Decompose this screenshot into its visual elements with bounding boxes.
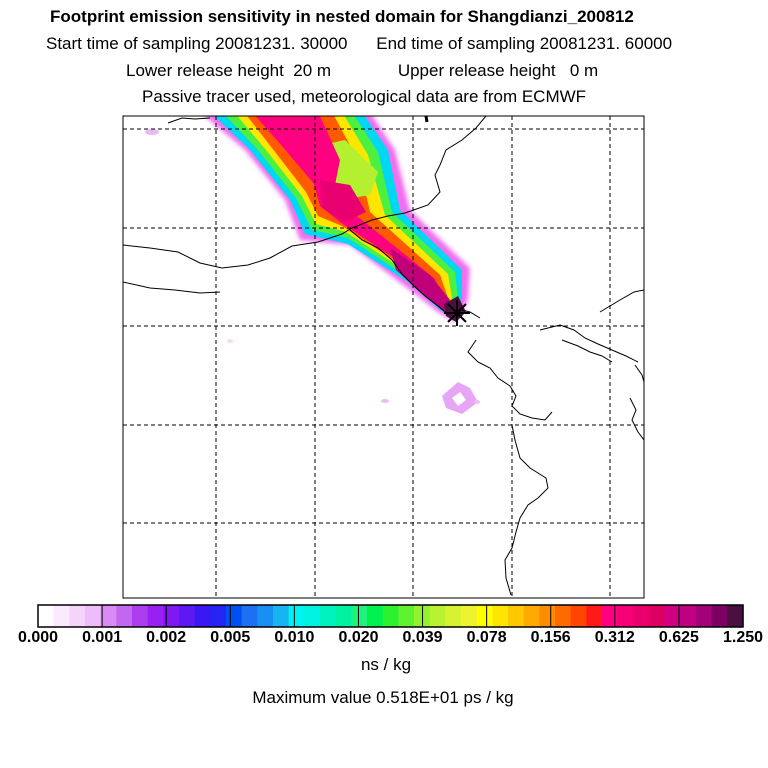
colorbar-swatch bbox=[304, 605, 321, 627]
colorbar-tick-label: 0.001 bbox=[82, 629, 123, 646]
colorbar-swatch bbox=[85, 605, 102, 627]
plot-subtitle: Passive tracer used, meteorological data… bbox=[142, 87, 587, 106]
colorbar-swatch bbox=[445, 605, 462, 627]
coastlines bbox=[123, 116, 644, 596]
colorbar-swatch bbox=[476, 605, 493, 627]
colorbar-swatch bbox=[633, 605, 650, 627]
colorbar-swatch bbox=[38, 605, 55, 627]
colorbar-tick-label: 0.010 bbox=[274, 629, 315, 646]
colorbar-swatch bbox=[508, 605, 525, 627]
colorbar-swatch bbox=[351, 605, 368, 627]
colorbar-swatch bbox=[398, 605, 415, 627]
colorbar-swatch bbox=[367, 605, 384, 627]
colorbar-swatch bbox=[617, 605, 634, 627]
colorbar-swatch bbox=[696, 605, 713, 627]
colorbar-swatch bbox=[320, 605, 337, 627]
colorbar-swatch bbox=[194, 605, 211, 627]
release-point-marker bbox=[444, 300, 470, 326]
colorbar-swatch bbox=[241, 605, 258, 627]
colorbar-swatch bbox=[210, 605, 227, 627]
colorbar-ticks bbox=[101, 605, 680, 627]
end-label: End time of sampling bbox=[376, 34, 535, 53]
colorbar-swatch bbox=[132, 605, 149, 627]
release-heights: Lower release height 20 m Upper release … bbox=[126, 61, 598, 81]
plot-title: Footprint emission sensitivity in nested… bbox=[50, 7, 634, 26]
colorbar-swatch bbox=[461, 605, 478, 627]
colorbar-tick-label: 0.000 bbox=[17, 629, 59, 646]
colorbar-swatch bbox=[100, 605, 117, 627]
colorbar-tick-label: 0.312 bbox=[594, 629, 635, 646]
colorbar-swatch bbox=[273, 605, 290, 627]
colorbar-swatch bbox=[429, 605, 446, 627]
colorbar-swatch bbox=[680, 605, 697, 627]
colorbar-tick-label: 1.250 bbox=[722, 629, 764, 646]
colorbar-swatch bbox=[711, 605, 728, 627]
end-value: 20081231. 60000 bbox=[539, 34, 673, 53]
colorbar-tick-label: 0.625 bbox=[658, 629, 699, 646]
lower-label: Lower release height bbox=[126, 61, 284, 80]
colorbar-tick-label: 0.002 bbox=[146, 629, 187, 646]
colorbar-frame bbox=[37, 604, 744, 628]
colorbar-swatch bbox=[555, 605, 572, 627]
colorbar-swatch bbox=[649, 605, 666, 627]
colorbar-swatch bbox=[664, 605, 681, 627]
colorbar-swatch bbox=[257, 605, 274, 627]
colorbar-swatch bbox=[116, 605, 133, 627]
colorbar-swatch bbox=[53, 605, 70, 627]
map-frame bbox=[122, 115, 645, 599]
colorbar-swatch bbox=[335, 605, 352, 627]
colorbar-swatch bbox=[226, 605, 243, 627]
colorbar-swatch bbox=[179, 605, 196, 627]
colorbar-swatch bbox=[288, 605, 305, 627]
colorbar-swatch bbox=[69, 605, 86, 627]
sampling-times: Start time of sampling 20081231. 30000 E… bbox=[46, 34, 672, 54]
colorbar bbox=[38, 605, 744, 627]
colorbar-tick-label: 0.005 bbox=[210, 629, 251, 646]
colorbar-swatch bbox=[147, 605, 164, 627]
colorbar-swatch bbox=[492, 605, 509, 627]
unit-label: ns / kg bbox=[360, 655, 412, 674]
colorbar-swatch bbox=[163, 605, 180, 627]
colorbar-swatch bbox=[570, 605, 587, 627]
plume-layer bbox=[145, 116, 480, 414]
colorbar-swatch bbox=[602, 605, 619, 627]
upper-value: 0 m bbox=[569, 61, 599, 80]
colorbar-swatch bbox=[727, 605, 744, 627]
colorbar-tick-label: 0.078 bbox=[466, 629, 507, 646]
colorbar-tick-label: 0.020 bbox=[338, 629, 379, 646]
lower-value: 20 m bbox=[293, 61, 332, 80]
colorbar-swatch bbox=[586, 605, 603, 627]
colorbar-swatch bbox=[382, 605, 399, 627]
start-value: 20081231. 30000 bbox=[215, 34, 348, 53]
maximum-value: Maximum value 0.518E+01 ps / kg bbox=[252, 688, 514, 707]
start-label: Start time of sampling bbox=[46, 34, 211, 53]
colorbar-tick-label: 0.156 bbox=[530, 629, 571, 646]
colorbar-swatch bbox=[523, 605, 540, 627]
upper-label: Upper release height bbox=[397, 61, 556, 80]
colorbar-tick-label: 0.039 bbox=[402, 629, 443, 646]
colorbar-swatch bbox=[539, 605, 556, 627]
